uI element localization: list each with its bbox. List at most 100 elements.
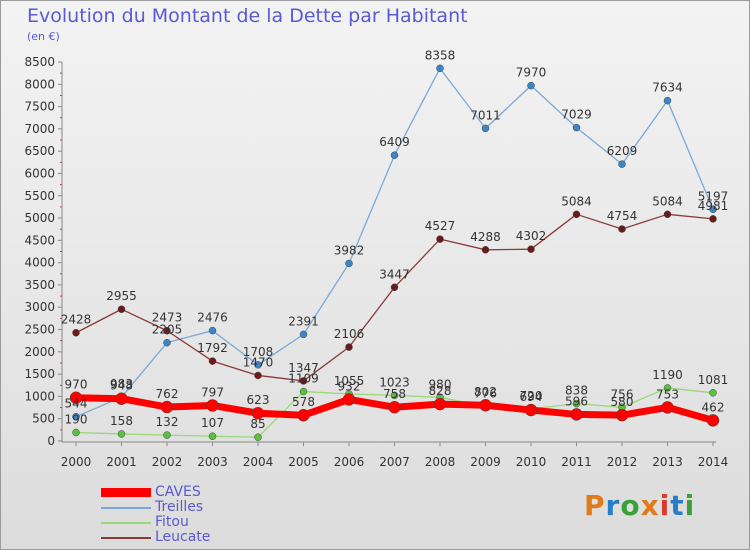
y-tick-label: 8500	[24, 55, 55, 69]
data-point-treilles	[663, 96, 672, 105]
data-point-leucate	[663, 210, 672, 219]
x-tick-label: 2001	[106, 455, 137, 469]
data-label-leucate: 3447	[379, 267, 410, 281]
data-label-fitou: 85	[250, 417, 265, 431]
data-label-treilles: 983	[110, 377, 133, 391]
legend-label: Leucate	[155, 529, 211, 545]
data-point-caves	[297, 408, 310, 422]
data-point-treilles	[436, 64, 444, 73]
data-point-fitou	[709, 389, 717, 397]
data-point-leucate	[527, 245, 535, 253]
y-tick-label: 4500	[24, 233, 55, 247]
y-tick-label: 2000	[24, 345, 55, 359]
data-label-leucate: 1470	[243, 355, 274, 369]
y-tick-label: 2500	[24, 323, 55, 337]
data-label-treilles: 2205	[152, 323, 183, 337]
y-tick-label: 4000	[24, 256, 55, 270]
y-tick-label: 5500	[24, 189, 55, 203]
y-tick-label: 1500	[24, 367, 55, 381]
data-point-leucate	[390, 283, 399, 292]
series-line-leucate	[75, 213, 714, 382]
data-point-caves	[661, 401, 674, 414]
x-tick-label: 2011	[561, 455, 592, 469]
data-label-fitou: 1109	[288, 372, 319, 386]
chart-title: Evolution du Montant de la Dette par Hab…	[27, 5, 468, 27]
data-label-leucate: 1347	[288, 361, 319, 375]
data-label-fitou: 756	[611, 387, 634, 401]
data-label-caves: 762	[156, 387, 179, 401]
data-label-caves: 623	[247, 393, 270, 407]
data-label-caves: 758	[383, 387, 406, 401]
data-point-treilles	[527, 81, 535, 90]
data-label-leucate: 4288	[470, 230, 501, 244]
y-tick-label: 6500	[24, 144, 55, 158]
data-point-fitou	[390, 391, 399, 400]
data-label-fitou: 132	[156, 415, 179, 429]
data-label-fitou: 1190	[652, 368, 683, 382]
data-label-caves: 802	[474, 385, 497, 399]
data-point-leucate	[117, 305, 126, 313]
y-tick-label: 7000	[24, 122, 55, 136]
data-label-treilles: 7029	[561, 108, 592, 122]
data-point-treilles	[72, 412, 80, 421]
data-label-caves: 970	[65, 378, 88, 392]
legend-swatch	[101, 537, 151, 539]
x-tick-label: 2013	[652, 455, 683, 469]
data-point-leucate	[254, 371, 262, 380]
data-label-leucate: 2428	[61, 313, 92, 327]
data-label-fitou: 1055	[334, 374, 365, 388]
data-point-leucate	[163, 326, 171, 335]
data-label-fitou: 158	[110, 414, 133, 428]
y-tick-label: 3000	[24, 300, 55, 314]
data-point-leucate	[709, 215, 717, 223]
data-point-fitou	[72, 428, 80, 437]
data-point-fitou	[663, 384, 672, 392]
data-point-leucate	[618, 225, 626, 233]
data-point-fitou	[572, 399, 581, 408]
series-line-treilles	[75, 67, 714, 418]
y-tick-label: 0	[47, 434, 55, 448]
data-label-treilles: 6409	[379, 135, 410, 149]
data-point-caves	[706, 414, 720, 427]
x-tick-label: 2002	[152, 455, 183, 469]
data-label-caves: 753	[656, 387, 679, 401]
data-point-fitou	[163, 431, 171, 439]
y-tick-label: 5000	[24, 211, 55, 225]
data-label-caves: 596	[565, 394, 588, 408]
data-label-fitou: 720	[520, 389, 543, 403]
x-tick-label: 2008	[425, 455, 456, 469]
legend-label: CAVES	[155, 484, 201, 500]
legend-swatch	[101, 488, 151, 497]
data-point-caves	[479, 398, 492, 412]
data-point-leucate	[345, 343, 353, 351]
data-label-caves: 797	[201, 385, 224, 399]
data-label-leucate: 4754	[607, 209, 638, 223]
legend-label: Treilles	[155, 499, 204, 515]
data-label-fitou: 776	[474, 386, 497, 400]
data-label-leucate: 4981	[698, 199, 729, 213]
data-label-treilles: 3982	[334, 243, 365, 257]
data-point-caves	[524, 403, 538, 417]
x-tick-label: 2006	[334, 455, 365, 469]
data-label-leucate: 2473	[152, 311, 183, 325]
data-label-leucate: 4527	[425, 219, 456, 233]
data-label-treilles: 6209	[607, 144, 638, 158]
y-tick-label: 8000	[24, 77, 55, 91]
data-point-fitou	[117, 430, 126, 438]
x-tick-label: 2009	[470, 455, 501, 469]
data-point-caves	[160, 400, 174, 414]
data-point-caves	[570, 408, 583, 421]
data-label-fitou: 838	[565, 384, 588, 398]
data-point-fitou	[299, 387, 308, 396]
data-point-caves	[251, 406, 265, 420]
data-label-caves: 694	[520, 390, 543, 404]
data-label-treilles: 5197	[698, 189, 729, 203]
data-label-treilles: 544	[65, 397, 88, 411]
data-point-treilles	[390, 151, 399, 159]
x-tick-label: 2003	[197, 455, 228, 469]
proxiti-logo: Proxiti	[584, 489, 696, 522]
data-label-leucate: 2106	[334, 327, 365, 341]
data-label-treilles: 7970	[516, 66, 547, 80]
data-point-caves	[206, 399, 219, 412]
